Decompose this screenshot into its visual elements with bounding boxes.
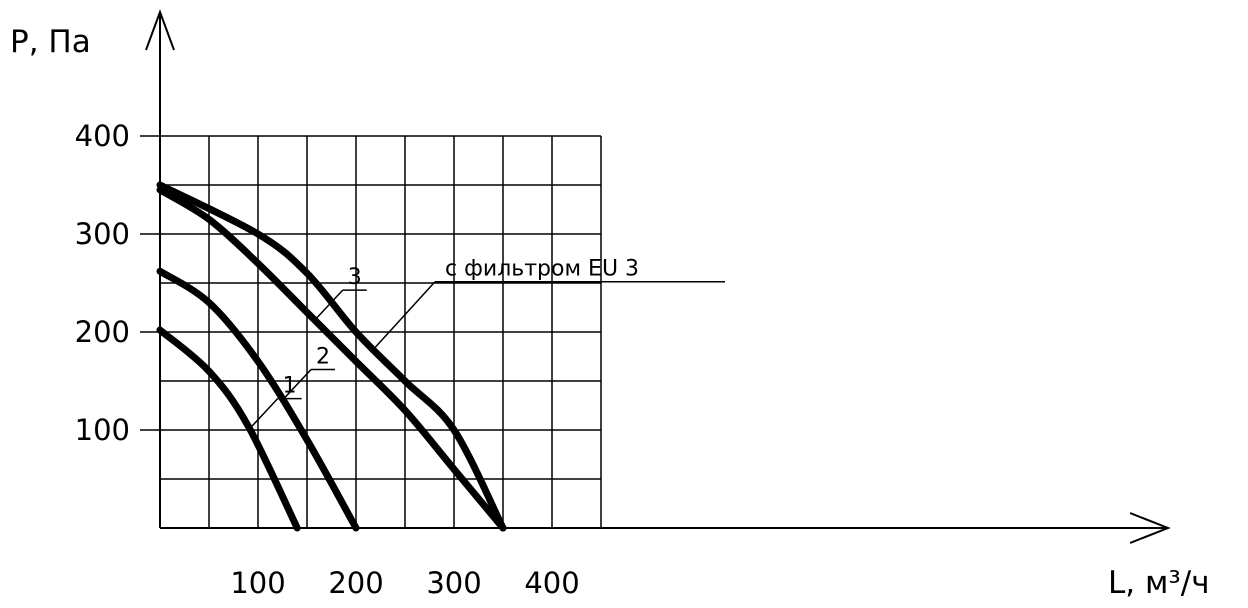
x-axis-arrow-icon	[1129, 512, 1171, 544]
callouts: 12 3 с фильтром EU 3	[249, 257, 726, 430]
y-axis-label: P, Па	[10, 24, 91, 60]
axes	[145, 9, 1171, 544]
callout-leader	[372, 281, 436, 351]
grid	[140, 135, 602, 528]
y-tick-label: 300	[75, 217, 130, 251]
y-axis-arrow-icon	[145, 9, 175, 51]
callout-leader	[282, 369, 312, 401]
x-tick-label: 200	[328, 566, 383, 600]
series-line-3	[156, 186, 507, 532]
x-tick-label: 300	[426, 566, 481, 600]
y-tick-label: 100	[75, 413, 130, 447]
x-tick-label: 100	[230, 566, 285, 600]
tick-labels: 100 200 300 400 100 200 300 400	[75, 119, 580, 600]
series-line-2	[156, 267, 360, 532]
x-tick-label: 400	[524, 566, 579, 600]
series-label: 3	[348, 265, 362, 290]
y-tick-label: 400	[75, 119, 130, 153]
x-axis-label: L, м³/ч	[1108, 565, 1210, 601]
y-tick-label: 200	[75, 315, 130, 349]
series	[156, 181, 507, 532]
series-line-4	[156, 181, 507, 532]
series-label: 2	[316, 345, 330, 370]
callout-leader	[249, 398, 279, 430]
series-label: 1	[283, 374, 297, 399]
callout-leader	[314, 289, 344, 321]
series-line-1	[156, 326, 301, 532]
series-label: с фильтром EU 3	[445, 257, 639, 282]
